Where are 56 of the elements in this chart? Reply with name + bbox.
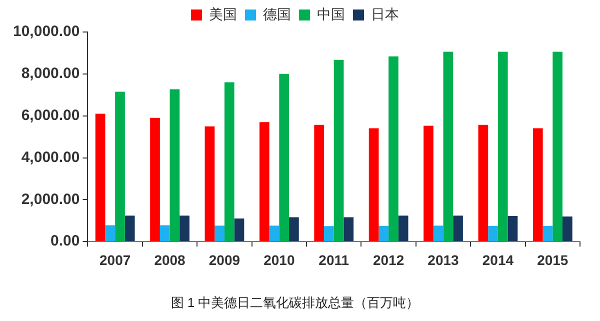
bar bbox=[234, 218, 244, 242]
text: 图 1 中美德日二氧化碳排放总量（百万吨） bbox=[170, 294, 420, 310]
bar bbox=[180, 216, 190, 242]
bar bbox=[562, 216, 572, 242]
legend-label: 美国 bbox=[209, 6, 237, 22]
x-tick-label: 2009 bbox=[208, 252, 240, 268]
bar bbox=[368, 128, 379, 242]
bar bbox=[204, 126, 215, 242]
bar bbox=[552, 52, 562, 242]
bar bbox=[124, 216, 135, 242]
bar bbox=[214, 226, 224, 242]
x-tick-label: 2012 bbox=[372, 252, 404, 268]
bar bbox=[160, 225, 170, 242]
legend-label: 日本 bbox=[371, 6, 399, 22]
x-tick-label: 2010 bbox=[264, 252, 295, 268]
bar bbox=[508, 216, 518, 242]
bar bbox=[378, 226, 389, 242]
bar bbox=[224, 82, 234, 242]
y-tick-label: 0.00 bbox=[50, 232, 80, 250]
bar bbox=[542, 226, 553, 242]
bar bbox=[388, 56, 398, 242]
legend-label: 中国 bbox=[317, 6, 345, 22]
bar bbox=[170, 89, 180, 242]
bar bbox=[488, 226, 498, 242]
bar bbox=[269, 226, 280, 242]
y-tick-label: 2,000.00 bbox=[21, 190, 80, 208]
bar bbox=[453, 216, 463, 242]
bar bbox=[498, 52, 508, 242]
y-tick-label: 8,000.00 bbox=[21, 65, 80, 82]
bar bbox=[532, 128, 543, 242]
x-tick-label: 2013 bbox=[428, 252, 460, 268]
bar bbox=[424, 126, 434, 242]
y-tick-label: 10,000.00 bbox=[12, 23, 80, 40]
x-tick-label: 2015 bbox=[537, 252, 568, 268]
bar bbox=[443, 52, 454, 242]
bar bbox=[150, 118, 160, 242]
bar bbox=[115, 92, 125, 242]
bar bbox=[334, 60, 344, 242]
x-tick-label: 2008 bbox=[154, 252, 186, 268]
x-tick-label: 2011 bbox=[318, 252, 350, 268]
legend-label: 德国 bbox=[263, 6, 291, 22]
bar bbox=[478, 124, 488, 242]
bar bbox=[259, 122, 270, 242]
bar bbox=[324, 226, 334, 242]
bar bbox=[398, 216, 408, 242]
y-tick-label: 4,000.00 bbox=[21, 148, 80, 166]
bar bbox=[279, 74, 290, 242]
x-tick-label: 2014 bbox=[482, 252, 514, 268]
bar bbox=[433, 226, 444, 242]
y-tick-label: 6,000.00 bbox=[21, 106, 80, 124]
bar bbox=[95, 114, 106, 242]
x-tick-label: 2007 bbox=[100, 252, 131, 268]
bar bbox=[289, 217, 299, 242]
bar bbox=[105, 225, 116, 242]
bar bbox=[344, 217, 354, 242]
bar bbox=[314, 124, 324, 242]
